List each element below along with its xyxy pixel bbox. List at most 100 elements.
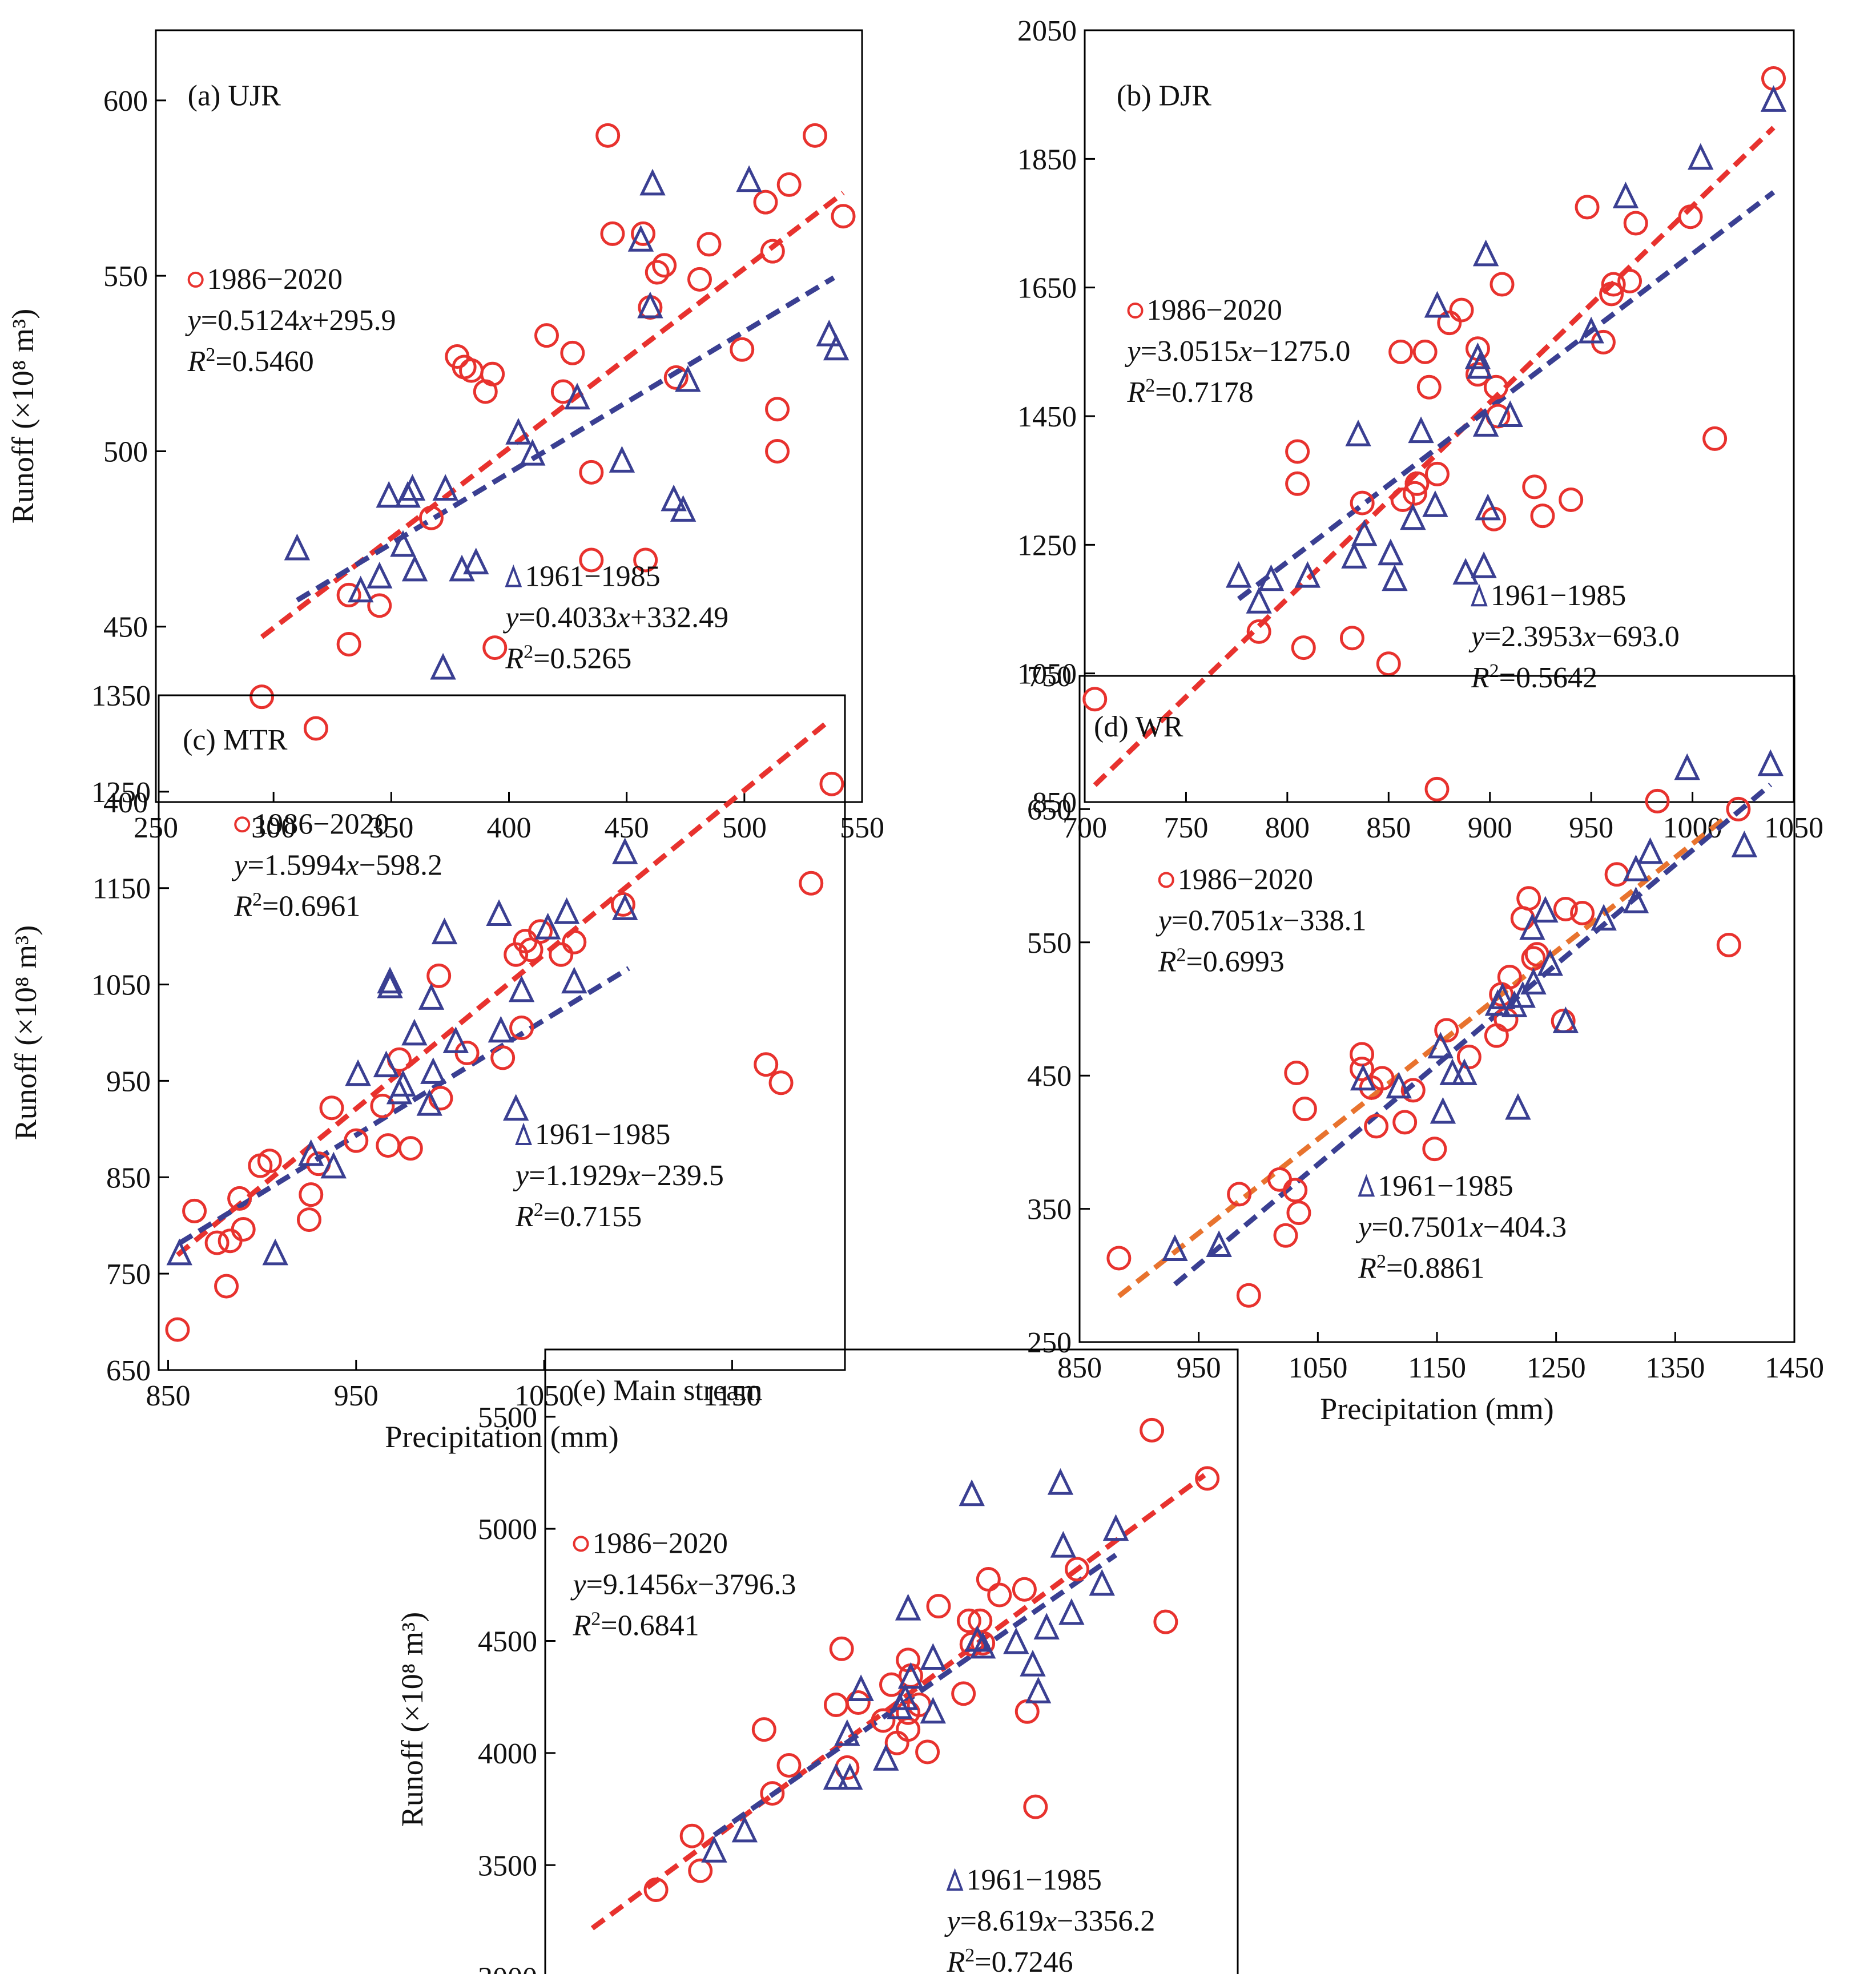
fit-line-early: [1173, 783, 1773, 1287]
data-point: [320, 1151, 347, 1179]
data-point: [1472, 410, 1499, 437]
data-point: [661, 484, 687, 511]
data-point: [776, 172, 802, 197]
x-tick-label: 1250: [1527, 1352, 1586, 1384]
data-point: [1552, 1006, 1579, 1033]
data-point: [370, 1093, 395, 1118]
y-tick-label: 850: [1032, 787, 1077, 819]
data-point: [609, 446, 635, 473]
data-point: [564, 382, 590, 410]
data-point: [449, 554, 475, 582]
data-point: [296, 1207, 321, 1232]
data-point: [401, 1018, 428, 1046]
annotation-recent: 1986−2020 y=0.7051x−338.1 R2=0.6993: [1156, 863, 1367, 978]
data-point: [1376, 651, 1401, 676]
data-point: [1033, 1613, 1060, 1639]
annotation-early: 1961−1985 y=1.1929x−239.5 R2=0.7155: [513, 1118, 724, 1233]
data-point: [1400, 1078, 1426, 1103]
data-point: [1467, 352, 1493, 379]
data-point: [920, 1643, 946, 1670]
plot-frame: [1084, 29, 1795, 803]
data-point: [1023, 1794, 1048, 1819]
fit-line-recent: [1093, 126, 1776, 787]
data-point: [376, 1133, 401, 1158]
x-axis-title: Precipitation (mm): [385, 1420, 618, 1454]
data-point: [1378, 538, 1404, 566]
data-point: [377, 966, 403, 994]
data-point: [579, 460, 604, 485]
x-tick-label: 700: [1062, 812, 1107, 844]
data-point: [1225, 561, 1252, 588]
data-point: [1025, 1677, 1052, 1703]
series-recent: [249, 123, 856, 741]
data-point: [701, 1835, 727, 1863]
legend-label: 1986−2020: [253, 808, 389, 840]
data-point: [1674, 753, 1700, 780]
data-point: [1424, 776, 1450, 801]
regression-equation: y=3.0515x−1275.0: [1125, 335, 1351, 368]
data-point: [1285, 439, 1310, 464]
data-point: [319, 1095, 344, 1121]
data-point: [426, 963, 452, 988]
y-tick-label: 1150: [92, 873, 151, 905]
y-axis: 650 750 850 950 1050 1150 1250 1350: [91, 680, 169, 1387]
data-point: [182, 1198, 207, 1223]
y-tick-label: 450: [103, 611, 148, 644]
y-tick-label: 4000: [478, 1738, 537, 1770]
data-point: [1364, 1114, 1389, 1139]
data-point: [390, 530, 416, 557]
y-tick-label: 5000: [478, 1513, 537, 1546]
data-point: [480, 361, 505, 386]
data-point: [645, 260, 670, 285]
annotation-early: 1961−1985 y=0.4033x+332.49 R2=0.5265: [502, 560, 728, 675]
data-point: [1283, 1178, 1308, 1203]
data-point: [345, 1059, 371, 1086]
data-point: [1392, 1110, 1418, 1135]
x-tick-label: 850: [146, 1380, 190, 1412]
data-point: [610, 892, 635, 917]
data-point: [418, 983, 445, 1010]
data-point: [1015, 1699, 1040, 1724]
legend-label: 1961−1985: [535, 1118, 670, 1151]
data-point: [1599, 281, 1624, 307]
x-axis-title: Precipitation (mm): [1320, 1392, 1553, 1426]
data-point: [204, 1230, 230, 1255]
panel-title: (b) DJR: [1117, 79, 1211, 112]
data-point: [490, 1045, 516, 1070]
regression-equation: y=2.3953x−693.0: [1468, 621, 1680, 653]
panel-d: 850 950 1050 1150 1250 1350 1450 250 350 450 550 65…: [1027, 660, 1824, 1426]
data-point: [486, 899, 512, 926]
data-point: [803, 123, 828, 148]
data-point: [1471, 551, 1497, 578]
data-point: [897, 1662, 924, 1689]
data-point: [1058, 1598, 1085, 1625]
data-point: [896, 1700, 921, 1725]
data-point: [488, 1016, 514, 1043]
y-tick-label: 1050: [1017, 658, 1077, 691]
fit-line-early: [296, 275, 835, 603]
x-tick-label: 850: [1057, 1352, 1102, 1384]
data-point: [1637, 837, 1664, 864]
data-point: [1760, 85, 1787, 112]
data-point: [595, 123, 621, 148]
data-point: [1246, 619, 1271, 644]
data-point: [432, 474, 458, 501]
x-axis: 700 750 800 850 900 950 1000 1050: [1062, 792, 1823, 844]
x-axis: 850 950 1050 1150 1250 1350 1450: [1057, 1332, 1824, 1384]
y-tick-label: 550: [103, 260, 148, 293]
regression-equation: y=9.1456x−3796.3: [570, 1568, 796, 1601]
y-tick-label: 250: [1027, 1327, 1072, 1359]
data-point: [959, 1479, 985, 1506]
data-point: [1285, 471, 1310, 496]
data-point: [420, 1057, 446, 1084]
data-point: [399, 474, 426, 501]
panel-c: 850 950 1050 1150 650 750 850 950 1050 1150 1250 13…: [9, 680, 846, 1454]
data-point: [534, 323, 559, 348]
regression-equation: y=0.4033x+332.49: [502, 601, 728, 634]
r-squared: R2=0.6961: [234, 889, 360, 923]
annotation-recent: 1986−2020 y=0.5124x+295.9 R2=0.5460: [185, 263, 396, 378]
data-point: [643, 1877, 669, 1902]
fit-line-early: [178, 966, 630, 1246]
data-point: [1505, 1093, 1531, 1120]
y-tick-label: 4500: [478, 1626, 537, 1658]
